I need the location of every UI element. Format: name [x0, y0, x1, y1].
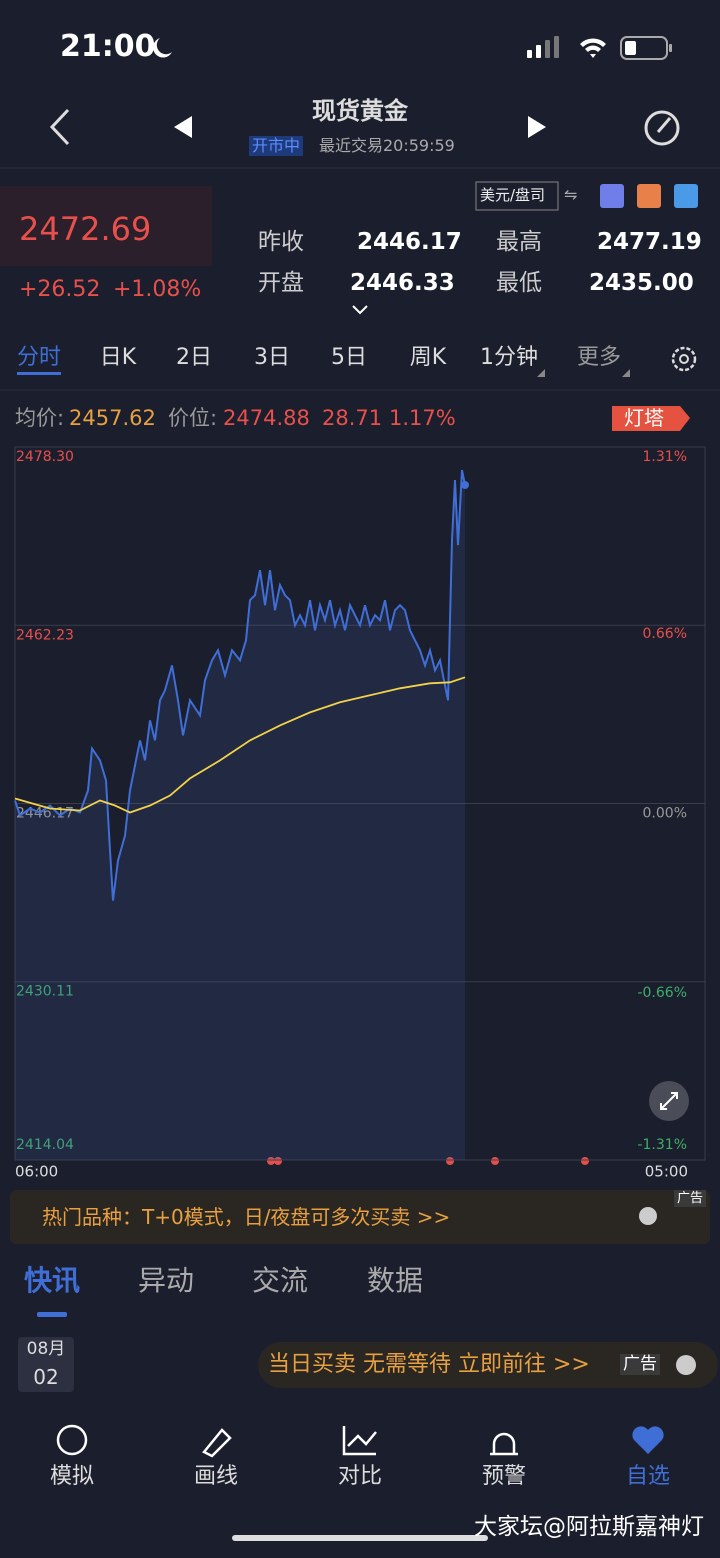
ad-tag: 广告 [620, 1354, 660, 1375]
nav-item[interactable]: 自选 [625, 1464, 671, 1489]
close-icon[interactable] [676, 1355, 696, 1375]
avg-label: 均价: [15, 406, 65, 430]
diff-pct: 1.17% [389, 406, 456, 430]
tab[interactable]: 更多 [576, 345, 622, 370]
stat-label: 昨收 [258, 229, 304, 255]
tab[interactable]: 周K [409, 345, 447, 370]
y-tick-label: 2430.11 [16, 984, 74, 1000]
home-indicator [232, 1535, 488, 1541]
banner-bg[interactable] [10, 1190, 710, 1244]
price-bg [0, 186, 212, 266]
stat-value: 2477.19 [597, 229, 702, 255]
tab[interactable]: 分时 [16, 345, 62, 370]
price: 2472.69 [19, 210, 152, 248]
stat-value: 2435.00 [589, 270, 694, 296]
unit-box[interactable] [475, 181, 559, 211]
close-icon[interactable] [639, 1207, 657, 1225]
badge[interactable]: 灯塔 [624, 406, 664, 430]
expand-icon[interactable] [352, 305, 368, 315]
nav-item[interactable]: 预警 [481, 1464, 527, 1489]
tab[interactable]: 5日 [331, 345, 367, 370]
watermark: 大家坛@阿拉斯嘉神灯 [474, 1514, 704, 1540]
stat-label: 开盘 [258, 270, 304, 296]
back-icon[interactable] [49, 108, 70, 146]
banner-text[interactable]: 热门品种：T+0模式，日/夜盘可多次买卖 >> [42, 1205, 451, 1229]
tab[interactable]: 1分钟 [480, 345, 538, 370]
swap-icon[interactable]: ⇋ [564, 185, 577, 204]
month: 08月 [26, 1339, 66, 1359]
news-tab[interactable]: 快讯 [23, 1264, 81, 1297]
news-tab[interactable]: 数据 [366, 1264, 424, 1297]
status-icons [153, 36, 672, 60]
y-tick-label: 2414.04 [16, 1137, 74, 1153]
change: +26.52 [19, 277, 101, 302]
pos: 2474.88 [223, 406, 310, 430]
tab[interactable]: 日K [99, 345, 137, 370]
y2-tick-label: 0.66% [643, 626, 687, 642]
next-icon[interactable] [528, 116, 546, 138]
x-tick-label: 05:00 [645, 1163, 688, 1181]
nav-heart [632, 1426, 664, 1454]
event-dots [267, 1157, 589, 1165]
tool-icon[interactable] [600, 184, 624, 208]
date-box [18, 1337, 74, 1392]
x-tick-label: 06:00 [15, 1163, 58, 1181]
avg: 2457.62 [69, 406, 156, 430]
settings-icon[interactable] [671, 346, 697, 372]
tool-icon[interactable] [674, 184, 698, 208]
area [15, 470, 465, 1161]
news-tab[interactable]: 交流 [251, 1264, 309, 1297]
y-tick-label: 2478.30 [16, 449, 74, 465]
badge-bg[interactable] [612, 406, 690, 431]
prev-icon[interactable] [174, 116, 192, 138]
unit[interactable]: 美元/盘司 [480, 186, 546, 204]
nav-item[interactable]: 画线 [193, 1464, 239, 1489]
y2-tick-label: 0.00% [643, 806, 687, 822]
ad-text[interactable]: 当日买卖 无需等待 立即前往 >> [268, 1352, 590, 1377]
tab-underline [17, 372, 61, 375]
news-tab[interactable]: 异动 [137, 1264, 195, 1297]
y2-tick-label: -1.31% [637, 1137, 687, 1153]
y2-tick-label: -0.66% [637, 985, 687, 1001]
last-trade: 最近交易20:59:59 [319, 136, 455, 155]
ad-tag: 广告 [674, 1190, 707, 1207]
line [14, 469, 466, 901]
pos-label: 价位: [168, 406, 218, 430]
stat-value: 2446.33 [350, 270, 455, 296]
tab[interactable]: 2日 [176, 345, 212, 370]
fullscreen-icon[interactable] [649, 1081, 689, 1121]
change-pct: +1.08% [113, 277, 202, 302]
title: 现货黄金 [312, 97, 408, 125]
market-status: 开市中 [249, 136, 304, 156]
nav-icons [56, 1424, 518, 1458]
line [14, 676, 466, 814]
status-time: 21:00 [60, 29, 156, 64]
y2-tick-label: 1.31% [643, 449, 687, 465]
stat-label: 最低 [496, 270, 542, 296]
stat-value: 2446.17 [357, 229, 462, 255]
refresh-icon[interactable] [644, 110, 680, 146]
nav-item[interactable]: 对比 [337, 1464, 383, 1489]
stat-label: 最高 [496, 229, 542, 255]
tool-icon[interactable] [637, 184, 661, 208]
nav-item[interactable]: 模拟 [49, 1464, 95, 1489]
diff: 28.71 [322, 406, 383, 430]
day: 02 [33, 1365, 59, 1389]
last-point [461, 481, 469, 490]
tab[interactable]: 3日 [254, 345, 290, 370]
y-tick-label: 2462.23 [16, 627, 74, 643]
ad-bg[interactable] [258, 1342, 718, 1388]
news-underline [37, 1312, 67, 1317]
